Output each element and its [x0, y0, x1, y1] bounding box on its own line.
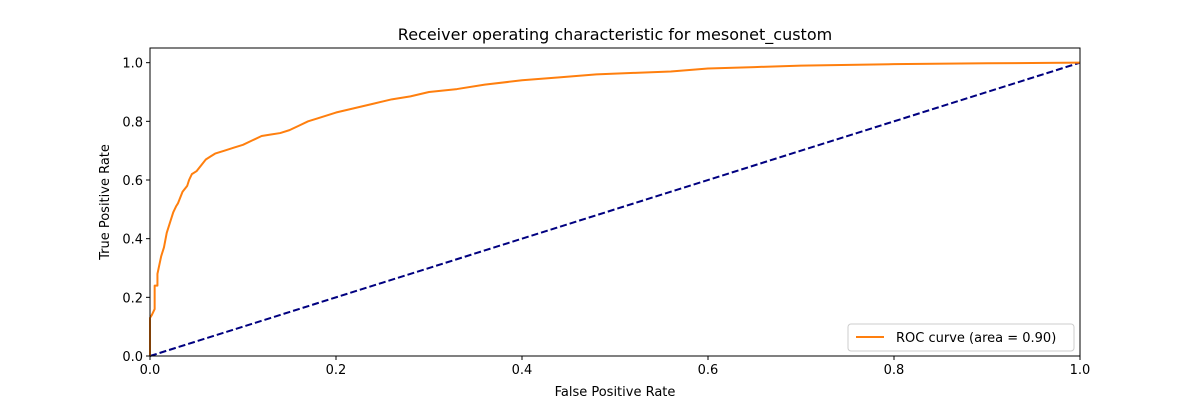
- chance-diagonal-line: [149, 61, 1081, 357]
- y-axis-label: True Positive Rate: [98, 144, 113, 261]
- x-tick-label: 0.2: [326, 363, 347, 378]
- legend-box: [847, 323, 1075, 352]
- y-tick-label: 0.0: [122, 350, 143, 365]
- chart-title: Receiver operating characteristic for me…: [398, 25, 832, 45]
- x-axis-label: False Positive Rate: [555, 385, 676, 400]
- x-tick-label: 0.6: [698, 363, 719, 378]
- x-tick-label: 0.0: [140, 363, 161, 378]
- y-tick-label: 1.0: [122, 57, 143, 72]
- y-axis-ticks: 0.0 0.2 0.4 0.6 0.8 1.0: [122, 57, 150, 365]
- plot-area: [149, 47, 1081, 357]
- roc-curve-line: [149, 61, 1081, 356]
- y-tick-label: 0.2: [122, 291, 143, 306]
- x-tick-label: 1.0: [1070, 363, 1091, 378]
- y-tick-label: 0.8: [122, 115, 143, 130]
- y-tick-label: 0.6: [122, 174, 143, 189]
- plot-frame: [149, 47, 1081, 357]
- x-tick-label: 0.4: [512, 363, 533, 378]
- legend-label-roc: ROC curve (area = 0.90): [896, 331, 1056, 346]
- x-tick-label: 0.8: [884, 363, 905, 378]
- legend: ROC curve (area = 0.90): [847, 323, 1075, 352]
- series-layer: [149, 61, 1081, 357]
- x-axis-ticks: 0.0 0.2 0.4 0.6 0.8 1.0: [140, 356, 1091, 378]
- y-tick-label: 0.4: [122, 233, 143, 248]
